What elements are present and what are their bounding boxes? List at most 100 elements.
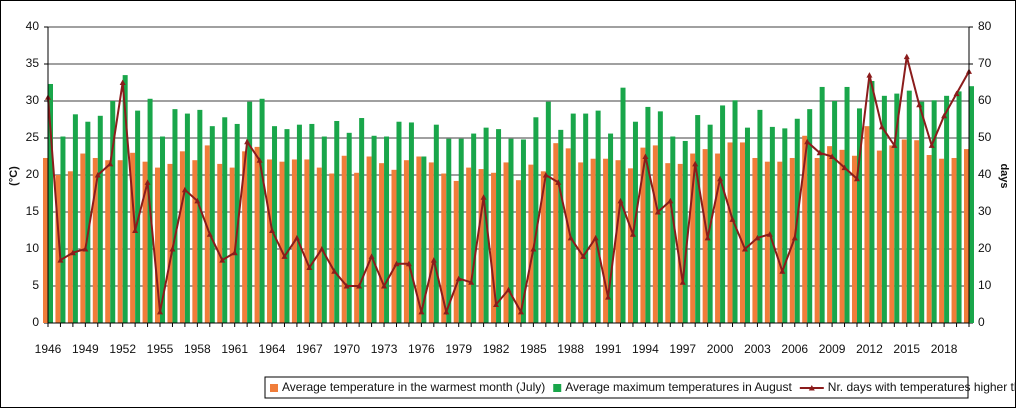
- y-tick-label: 35: [26, 56, 40, 70]
- y-tick-label: 0: [32, 315, 39, 329]
- line-marker: [555, 179, 562, 185]
- x-tick-label: 2000: [707, 342, 734, 356]
- line-marker: [368, 253, 375, 259]
- line-marker: [82, 246, 89, 252]
- x-tick-label: 1961: [221, 342, 248, 356]
- bar: [851, 155, 857, 323]
- bar: [471, 133, 477, 323]
- bar: [533, 117, 539, 323]
- bar: [334, 120, 340, 323]
- x-tick-label: 1949: [72, 342, 99, 356]
- y2-tick-label: 30: [978, 204, 992, 218]
- x-tick-label: 1976: [408, 342, 435, 356]
- bar: [964, 149, 969, 323]
- bar: [627, 168, 633, 323]
- line-marker: [418, 308, 425, 315]
- bar: [296, 124, 302, 324]
- line-marker: [679, 279, 686, 285]
- bar: [329, 173, 335, 323]
- bar: [184, 113, 190, 323]
- bar: [179, 151, 185, 323]
- x-tick-label: 1988: [557, 342, 584, 356]
- x-tick-label: 1955: [147, 342, 174, 356]
- y2-tick-label: 80: [978, 19, 992, 33]
- line-marker: [318, 246, 325, 252]
- line-marker: [231, 249, 238, 256]
- bar: [110, 101, 116, 323]
- line-marker: [505, 286, 512, 293]
- bar: [603, 158, 609, 323]
- bar: [720, 105, 726, 323]
- line-marker: [667, 197, 674, 204]
- bar: [889, 145, 895, 323]
- bar: [446, 138, 452, 323]
- bar: [540, 171, 546, 323]
- line-marker: [69, 249, 76, 256]
- line-marker: [729, 216, 736, 222]
- line-marker: [941, 112, 948, 119]
- bar: [209, 126, 215, 323]
- line-marker: [804, 138, 811, 145]
- x-tick-label: 1946: [35, 342, 62, 356]
- bar: [919, 101, 925, 324]
- bar: [545, 101, 551, 324]
- line-marker: [816, 149, 823, 156]
- bar: [229, 167, 235, 323]
- line-marker: [829, 153, 836, 159]
- bar: [819, 86, 825, 323]
- bar: [105, 160, 111, 323]
- bar: [528, 164, 534, 323]
- line-marker: [206, 231, 213, 237]
- bar: [371, 135, 377, 323]
- bar: [279, 161, 285, 323]
- bar: [931, 100, 937, 323]
- line-marker: [405, 260, 412, 267]
- bar: [396, 121, 402, 323]
- y-tick-label: 40: [26, 19, 40, 33]
- bar: [769, 126, 775, 324]
- bar: [682, 140, 688, 323]
- bar: [242, 151, 248, 323]
- bar: [645, 106, 651, 323]
- bar: [416, 156, 422, 323]
- bar: [565, 148, 571, 323]
- bar: [458, 138, 464, 323]
- line-marker: [928, 142, 935, 148]
- bar: [92, 157, 98, 323]
- bar: [789, 157, 795, 323]
- y-axis-label: (°C): [8, 166, 20, 186]
- line-marker: [343, 283, 350, 289]
- bar: [254, 146, 260, 323]
- bar: [553, 143, 559, 323]
- bar: [814, 157, 820, 323]
- bar: [267, 159, 273, 323]
- bar: [80, 153, 86, 323]
- y2-tick-label: 40: [978, 167, 992, 181]
- y2-axis-label: days: [998, 163, 1010, 188]
- x-tick-label: 1967: [296, 342, 323, 356]
- bar: [48, 83, 53, 323]
- y2-tick-label: 60: [978, 93, 992, 107]
- bar: [85, 121, 91, 323]
- bar: [316, 167, 322, 323]
- bar: [827, 146, 833, 323]
- bar: [354, 172, 360, 323]
- line-marker: [704, 234, 711, 241]
- bar: [428, 162, 434, 323]
- bar: [122, 75, 128, 323]
- bar: [43, 157, 48, 323]
- y-tick-label: 10: [26, 241, 40, 255]
- line-marker: [493, 301, 500, 307]
- bar: [204, 145, 210, 323]
- bar: [433, 124, 439, 324]
- bar: [491, 172, 497, 323]
- bar: [222, 117, 228, 323]
- line-marker: [393, 260, 400, 267]
- x-tick-label: 1952: [109, 342, 136, 356]
- bar: [466, 167, 472, 323]
- bar: [901, 139, 907, 323]
- x-tick-label: 1991: [595, 342, 622, 356]
- line-marker: [754, 234, 761, 241]
- bar: [727, 142, 733, 323]
- bar: [379, 163, 385, 323]
